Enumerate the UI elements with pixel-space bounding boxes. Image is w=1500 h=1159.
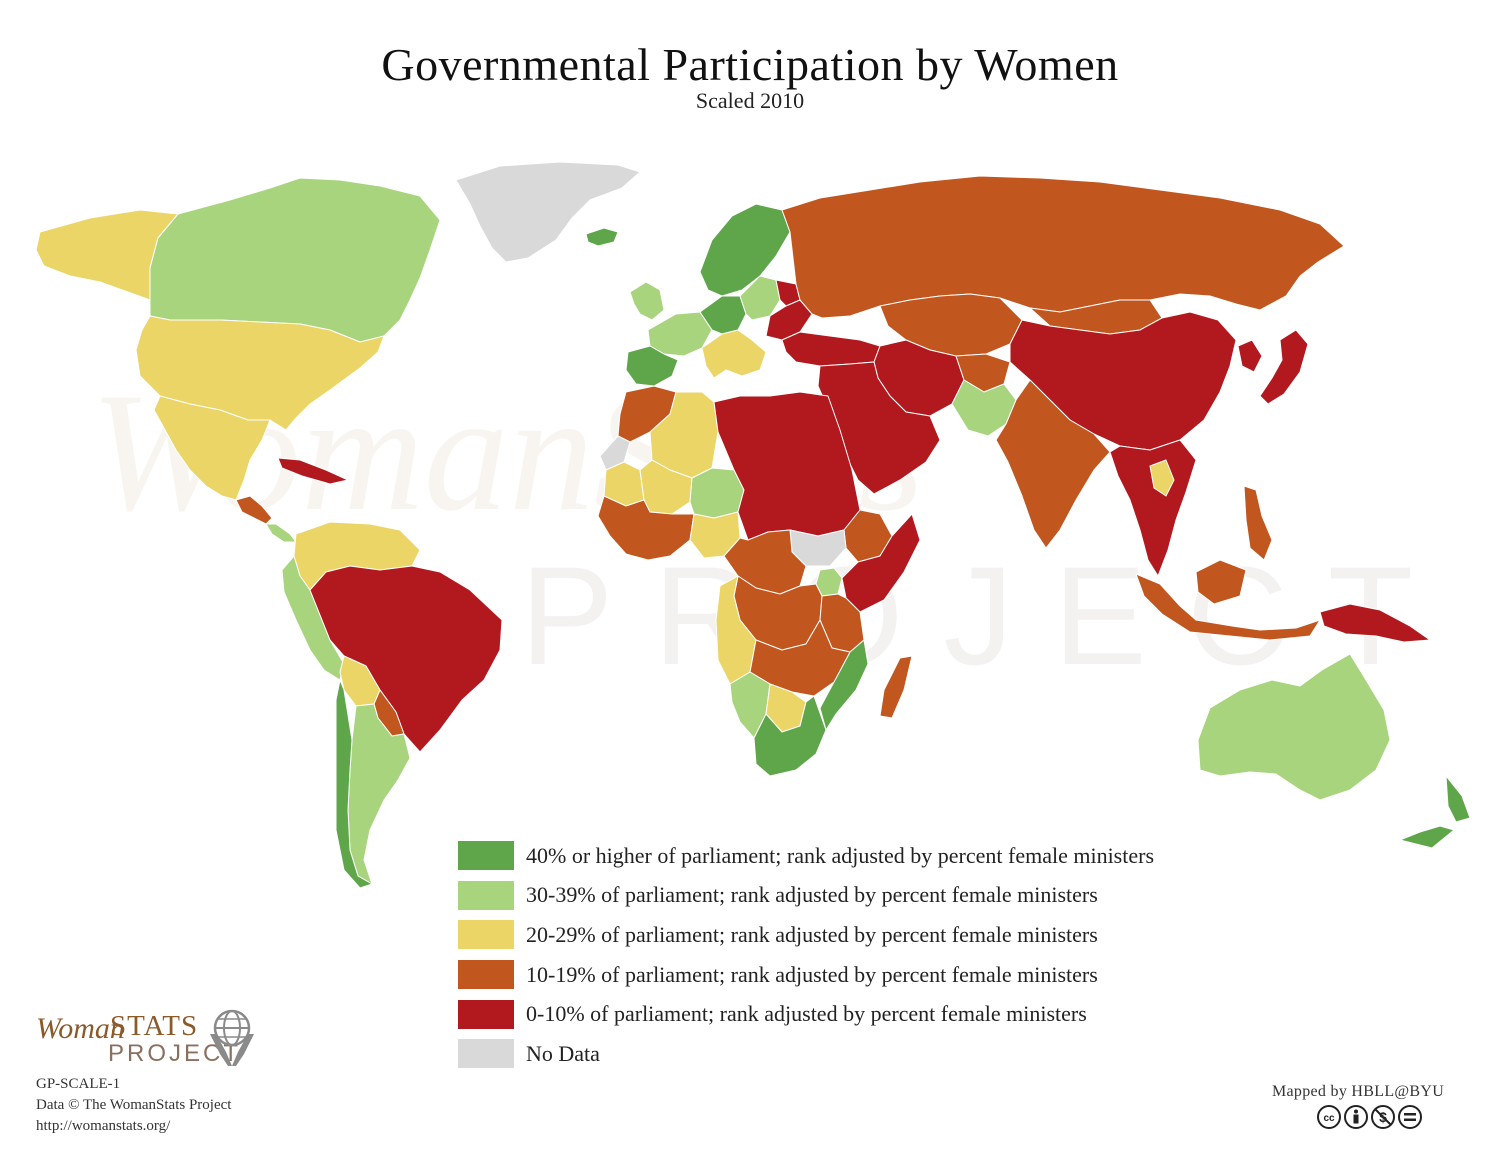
region-south-africa (753, 695, 827, 777)
region-niger (689, 467, 745, 519)
legend-label: No Data (526, 1040, 600, 1066)
region-laos (1149, 459, 1175, 497)
license-icons: cc $ (1317, 1105, 1422, 1129)
region-southeast-asia (1109, 439, 1197, 577)
nd-icon (1398, 1105, 1422, 1129)
legend-label: 20-29% of parliament; rank adjusted by p… (526, 921, 1098, 947)
map-title: Governmental Participation by Women (381, 39, 1119, 90)
region-australia (1197, 653, 1391, 801)
legend-swatch (458, 999, 514, 1029)
nc-icon: $ (1371, 1105, 1395, 1129)
womanstats-logo: Woman STATS PROJECT (36, 1006, 266, 1072)
source-url: http://womanstats.org/ (36, 1118, 171, 1134)
region-indonesia (1135, 559, 1321, 641)
legend-item: 20-29% of parliament; rank adjusted by p… (458, 915, 1154, 955)
region-philippines (1243, 485, 1273, 561)
legend-label: 0-10% of parliament; rank adjusted by pe… (526, 1001, 1087, 1027)
region-new-zealand (1399, 775, 1471, 849)
legend-label: 10-19% of parliament; rank adjusted by p… (526, 961, 1098, 987)
legend-item: 0-10% of parliament; rank adjusted by pe… (458, 994, 1154, 1034)
legend-label: 40% or higher of parliament; rank adjust… (526, 842, 1155, 868)
map-subtitle: Scaled 2010 (695, 88, 805, 113)
legend-item: 30-39% of parliament; rank adjusted by p… (458, 876, 1154, 916)
credits: GP-SCALE-1 Data © The WomanStats Project… (36, 1074, 231, 1137)
svg-text:cc: cc (1323, 1113, 1335, 1124)
region-canada (149, 177, 441, 343)
region-greenland (455, 161, 641, 263)
legend: 40% or higher of parliament; rank adjust… (458, 836, 1154, 1074)
region-somalia-kenya (841, 513, 921, 613)
region-scandinavia (699, 203, 791, 297)
region-western-sahara (599, 435, 631, 471)
logo-stats-text: STATS (110, 1010, 199, 1042)
region-romania (765, 299, 813, 341)
mapped-by-credit: Mapped by HBLL@BYU (1272, 1083, 1445, 1100)
region-madagascar (879, 655, 913, 719)
legend-swatch (458, 960, 514, 990)
region-costa-rica (265, 523, 297, 543)
region-brazil (309, 565, 503, 753)
region-mexico (153, 395, 271, 501)
legend-swatch (458, 841, 514, 871)
region-turkey (781, 331, 881, 367)
data-copyright: Data © The WomanStats Project (36, 1097, 232, 1113)
region-usa (135, 315, 385, 431)
logo-woman-text: Woman (36, 1012, 125, 1045)
region-cuba (277, 457, 349, 485)
legend-swatch (458, 920, 514, 950)
cc-icon: cc (1317, 1105, 1341, 1129)
region-italy-balkans (701, 329, 767, 379)
region-poland (739, 275, 781, 321)
legend-swatch (458, 880, 514, 910)
landmasses (35, 161, 1471, 889)
region-germany (699, 295, 747, 335)
region-iceland (585, 227, 619, 247)
region-papua (1319, 603, 1431, 643)
region-korea-japan (1237, 329, 1309, 405)
legend-label: 30-39% of parliament; rank adjusted by p… (526, 882, 1098, 908)
region-uk-ireland (629, 281, 665, 321)
region-central-africa (723, 529, 807, 595)
region-chile (335, 679, 373, 889)
legend-item: 40% or higher of parliament; rank adjust… (458, 836, 1154, 876)
globe-hands-icon (210, 1009, 254, 1066)
region-central-america (235, 495, 273, 525)
by-icon (1344, 1105, 1368, 1129)
region-mozambique (819, 639, 869, 731)
map-code: GP-SCALE-1 (36, 1076, 121, 1092)
legend-item: 10-19% of parliament; rank adjusted by p… (458, 955, 1154, 995)
region-india (995, 379, 1111, 549)
region-russia (781, 175, 1345, 319)
region-spain (625, 345, 679, 387)
legend-item: No Data (458, 1034, 1154, 1074)
legend-swatch (458, 1039, 514, 1069)
watermark-project: PROJECT (520, 537, 1454, 694)
